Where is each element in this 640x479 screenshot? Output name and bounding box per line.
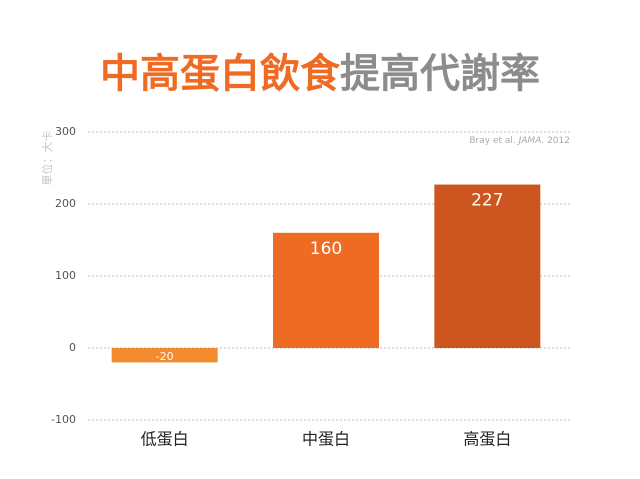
title-part: 中高蛋白飲食: [100, 51, 341, 97]
x-tick-label: 中蛋白: [302, 430, 350, 449]
y-tick-label: 0: [69, 341, 76, 354]
x-tick-label: 高蛋白: [463, 430, 511, 449]
chart-title: 中高蛋白飲食提高代謝率: [100, 51, 540, 97]
y-axis-label: 單位：大卡: [40, 131, 54, 186]
bar: [434, 184, 541, 348]
value-label: 227: [471, 191, 503, 211]
x-tick-label: 低蛋白: [141, 430, 189, 449]
source-note: Bray et al. JAMA. 2012: [469, 136, 570, 146]
bar: [273, 232, 379, 348]
y-tick-label: 200: [55, 197, 76, 210]
source-part: Bray et al.: [469, 136, 518, 146]
title-part: 提高代謝率: [340, 51, 540, 97]
value-label: 160: [310, 239, 342, 259]
y-tick-label: 100: [55, 269, 76, 282]
source-part: . 2012: [541, 136, 570, 146]
source-part: JAMA: [517, 136, 542, 146]
y-tick-label: 300: [55, 125, 76, 138]
value-label: -20: [156, 350, 174, 363]
bar: [111, 348, 218, 363]
y-tick-label: -100: [51, 413, 76, 426]
